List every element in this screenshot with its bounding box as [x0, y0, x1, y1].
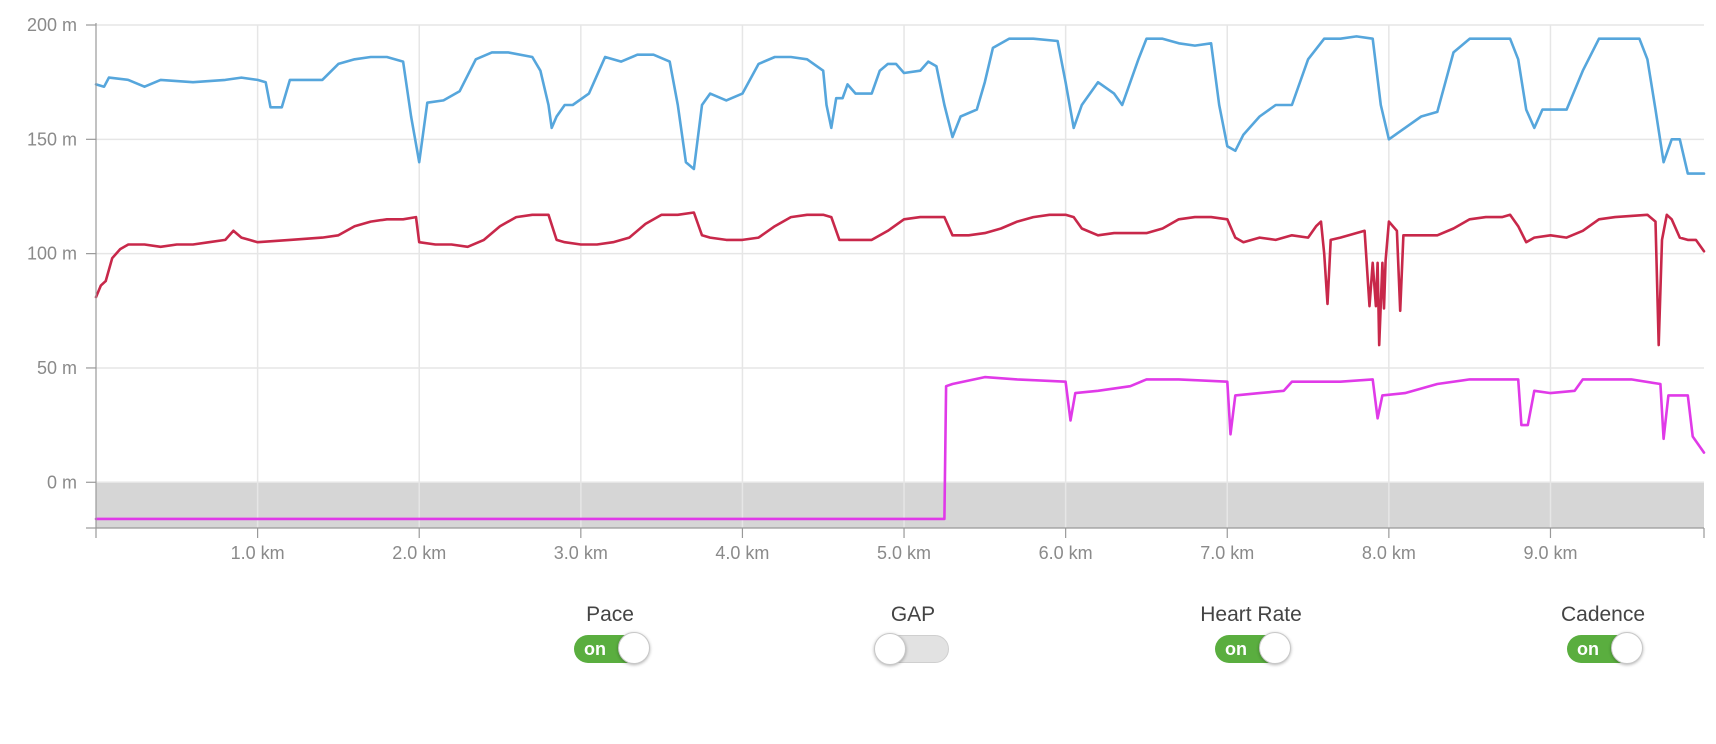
line-chart: 200 m 150 m 100 m 50 m 0 m 1.0 km 2.0 km 3.0 k… — [27, 15, 1706, 560]
x-tick-label: 2.0 km — [392, 543, 446, 560]
pace-toggle-switch[interactable]: on — [574, 632, 650, 664]
vertical-gridlines — [256, 25, 1552, 528]
cadence-toggle-group: Cadence on — [1543, 603, 1663, 664]
gap-toggle-label: GAP — [890, 603, 936, 626]
cadence-toggle-label: Cadence — [1560, 603, 1646, 626]
series-line-1 — [94, 35, 1706, 175]
y-tick-label: 0 m — [47, 472, 77, 492]
gap-toggle-switch[interactable] — [874, 633, 949, 665]
x-tick-label: 6.0 km — [1039, 543, 1093, 560]
axes — [86, 23, 1705, 538]
heart-rate-toggle-group: Heart Rate on — [1176, 603, 1326, 664]
pace-toggle-label: Pace — [586, 603, 634, 626]
pace-toggle-state: on — [584, 639, 606, 659]
pace-toggle-knob[interactable] — [618, 632, 650, 664]
cadence-toggle-state: on — [1577, 639, 1599, 659]
gap-toggle-knob[interactable] — [874, 633, 906, 665]
x-tick-label: 9.0 km — [1523, 543, 1577, 560]
x-tick-label: 5.0 km — [877, 543, 931, 560]
series-lines — [94, 35, 1706, 521]
negative-shaded-band — [96, 482, 1704, 528]
heart-rate-toggle-knob[interactable] — [1259, 632, 1291, 664]
pace-toggle-group: Pace on — [565, 603, 655, 664]
y-tick-label: 50 m — [37, 358, 77, 378]
horizontal-gridlines — [96, 24, 1704, 484]
x-tick-label: 7.0 km — [1200, 543, 1254, 560]
series-line-2 — [94, 211, 1706, 347]
heart-rate-toggle-state: on — [1225, 639, 1247, 659]
y-tick-label: 100 m — [27, 244, 77, 264]
heart-rate-toggle-switch[interactable]: on — [1215, 632, 1291, 664]
heart-rate-toggle-label: Heart Rate — [1200, 603, 1302, 626]
cadence-toggle-switch[interactable]: on — [1567, 632, 1643, 664]
y-tick-label: 150 m — [27, 129, 77, 149]
x-tick-label: 8.0 km — [1362, 543, 1416, 560]
x-tick-label: 3.0 km — [554, 543, 608, 560]
y-tick-label: 200 m — [27, 15, 77, 35]
x-tick-label: 1.0 km — [231, 543, 285, 560]
cadence-toggle-knob[interactable] — [1611, 632, 1643, 664]
series-line-3 — [94, 375, 1706, 521]
x-tick-label: 4.0 km — [715, 543, 769, 560]
x-tick-labels: 1.0 km 2.0 km 3.0 km 4.0 km 5.0 km 6.0 km 7.0 … — [231, 543, 1578, 560]
y-tick-labels: 200 m 150 m 100 m 50 m 0 m — [27, 15, 77, 492]
gap-toggle-group: GAP — [868, 603, 958, 665]
